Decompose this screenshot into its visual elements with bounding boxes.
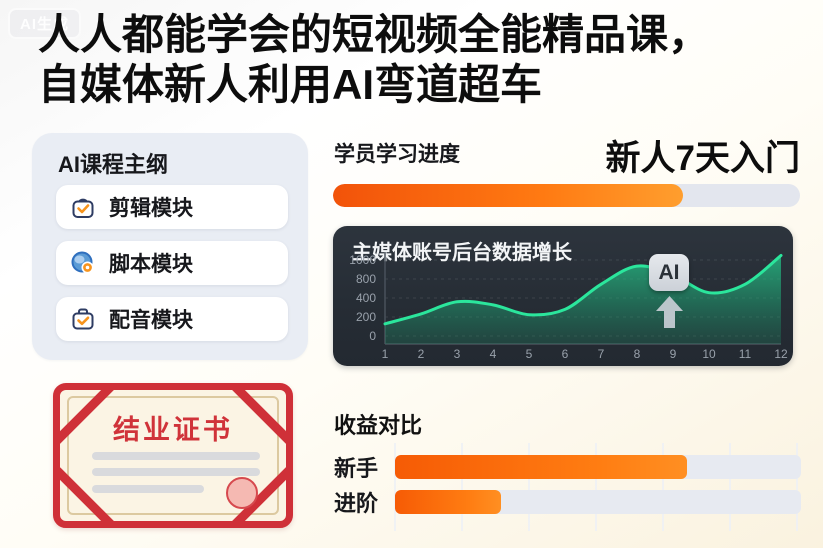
certificate-inner-border <box>67 396 279 515</box>
ai-keycap-badge: AI <box>649 254 689 291</box>
progress-bar-fill <box>333 184 684 207</box>
svg-text:9: 9 <box>670 347 677 361</box>
svg-text:400: 400 <box>356 291 376 305</box>
page-title-line2: 自媒体新人利用AI弯道超车 <box>38 61 543 108</box>
certificate-title: 结业证书 <box>113 415 233 445</box>
earnings-bar-track <box>395 490 801 514</box>
module-label: 配音模块 <box>109 309 193 332</box>
certificate-text-line <box>92 485 204 493</box>
module-card-voiceover[interactable]: 配音模块 <box>56 297 288 341</box>
earnings-bar-fill <box>395 455 688 479</box>
module-label: 脚本模块 <box>109 253 193 276</box>
growth-chart-title: 主媒体账号后台数据增长 <box>352 242 572 264</box>
progress-bar <box>333 184 800 207</box>
svg-text:2: 2 <box>418 347 425 361</box>
svg-text:1000: 1000 <box>349 253 376 267</box>
growth-chart-panel: 主媒体账号后台数据增长 1000 800 400 200 0 1 2 3 4 5 6 7 8 9 10 11 1… <box>333 226 793 366</box>
page-title: 人人都能学会的短视频全能精品课， 自媒体新人利用AI弯道超车 <box>38 10 818 110</box>
svg-text:1: 1 <box>382 347 389 361</box>
svg-text:12: 12 <box>774 347 788 361</box>
earnings-row-label: 新手 <box>334 456 379 481</box>
ai-generated-watermark: AI生成 <box>8 8 82 39</box>
course-outline-heading: AI课程主纲 <box>58 152 169 177</box>
earnings-row-advanced: 进阶 <box>334 490 802 516</box>
svg-text:7: 7 <box>598 347 605 361</box>
svg-text:800: 800 <box>356 272 376 286</box>
svg-text:6: 6 <box>562 347 569 361</box>
seven-day-badge: 新人7天入门 <box>605 139 800 178</box>
certificate-text-line <box>92 468 260 476</box>
svg-text:0: 0 <box>369 329 376 343</box>
svg-text:4: 4 <box>490 347 497 361</box>
certificate-seal <box>226 477 258 509</box>
up-arrow-icon <box>656 296 683 328</box>
module-card-editing[interactable]: 剪辑模块 <box>56 185 288 229</box>
earnings-row-novice: 新手 <box>334 455 802 481</box>
certificate-card: 结业证书 <box>53 383 293 528</box>
module-card-script[interactable]: 脚本模块 <box>56 241 288 285</box>
svg-text:200: 200 <box>356 310 376 324</box>
earnings-bar-fill <box>395 490 501 514</box>
svg-text:8: 8 <box>634 347 641 361</box>
earnings-row-label: 进阶 <box>334 491 379 516</box>
svg-text:11: 11 <box>739 347 752 361</box>
globe-badge-icon <box>71 251 94 274</box>
bag-check-icon <box>72 198 94 218</box>
svg-text:3: 3 <box>454 347 461 361</box>
svg-text:5: 5 <box>526 347 533 361</box>
certificate-text-line <box>92 452 260 460</box>
course-outline-panel: AI课程主纲 剪辑模块 脚本模块 配音模块 <box>32 133 308 360</box>
earnings-bar-track <box>395 455 801 479</box>
earnings-heading: 收益对比 <box>334 413 423 438</box>
briefcase-check-icon <box>72 308 94 330</box>
progress-heading: 学员学习进度 <box>334 143 460 166</box>
module-label: 剪辑模块 <box>109 197 193 220</box>
page-title-line1: 人人都能学会的短视频全能精品课， <box>38 11 711 58</box>
svg-text:10: 10 <box>702 347 716 361</box>
